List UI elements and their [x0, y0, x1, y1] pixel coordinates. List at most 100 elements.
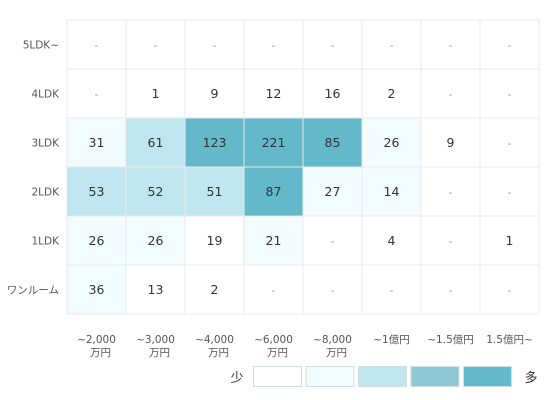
cell-value-label: 221	[262, 135, 286, 150]
heatmap-cell-r0-c3	[244, 20, 303, 69]
cell-value-label: -	[331, 284, 335, 297]
row-label: 5LDK~	[23, 40, 59, 52]
heatmap-cell-r2-c5	[362, 118, 421, 167]
cell-value-label: -	[95, 39, 99, 52]
column-label: ~3,000 万円	[136, 334, 175, 359]
heatmap-cell-r4-c2	[185, 216, 244, 265]
heatmap-cell-r2-c0	[67, 118, 126, 167]
cell-value-label: -	[331, 235, 335, 248]
column-label: ~6,000 万円	[254, 334, 293, 359]
row-label: ワンルーム	[7, 285, 59, 297]
heatmap-cell-r4-c5	[362, 216, 421, 265]
heatmap-cell-r0-c2	[185, 20, 244, 69]
heatmap-cell-r3-c0	[67, 167, 126, 216]
heatmap-cell-r3-c3	[244, 167, 303, 216]
row-labels: 5LDK~ 4LDK 3LDK 2LDK 1LDK ワンルーム	[7, 40, 60, 297]
cell-value-label: 51	[207, 184, 223, 199]
heatmap-cell-r5-c0	[67, 265, 126, 314]
cell-value-label: 61	[148, 135, 164, 150]
row-label: 2LDK	[31, 187, 60, 199]
cell-value-label: -	[154, 39, 158, 52]
cell-value-label: -	[508, 284, 512, 297]
heatmap-cell-r1-c7	[480, 69, 539, 118]
heatmap-cell-r5-c2	[185, 265, 244, 314]
cell-value-label: -	[331, 39, 335, 52]
cell-value-label: 9	[211, 86, 219, 101]
heatmap-cell-r0-c6	[421, 20, 480, 69]
cell-value-label: -	[449, 186, 453, 199]
cell-value-label: 123	[203, 135, 227, 150]
cell-value-label: 12	[266, 86, 282, 101]
legend-swatch	[463, 366, 512, 387]
heatmap-cell-r2-c3	[244, 118, 303, 167]
heatmap-cell-r5-c1	[126, 265, 185, 314]
heatmap-cell-r3-c1	[126, 167, 185, 216]
heatmap-cell-r3-c7	[480, 167, 539, 216]
heatmap-cell-r4-c7	[480, 216, 539, 265]
heatmap-cell-r0-c0	[67, 20, 126, 69]
heatmap-cell-r4-c1	[126, 216, 185, 265]
heatmap-cell-r2-c6	[421, 118, 480, 167]
cell-value-label: 26	[384, 135, 400, 150]
heatmap-cell-r3-c2	[185, 167, 244, 216]
row-label: 3LDK	[31, 138, 60, 150]
cell-value-label: -	[449, 88, 453, 101]
cell-value-label: 16	[325, 86, 341, 101]
heatmap-cell-r5-c5	[362, 265, 421, 314]
heatmap-cell-r1-c1	[126, 69, 185, 118]
cell-value-label: -	[390, 39, 394, 52]
column-label: ~1.5億円	[427, 333, 474, 346]
cell-value-label: -	[213, 39, 217, 52]
heatmap-cell-r0-c4	[303, 20, 362, 69]
heatmap-cell-r5-c6	[421, 265, 480, 314]
heatmap-cell-r4-c3	[244, 216, 303, 265]
heatmap-cell-r5-c3	[244, 265, 303, 314]
heatmap-cell-r4-c4	[303, 216, 362, 265]
cell-value-label: 36	[89, 282, 105, 297]
cell-value-label: 85	[325, 135, 341, 150]
cell-value-label: 1	[152, 86, 160, 101]
heatmap-cell-r5-c7	[480, 265, 539, 314]
cell-value-label: 87	[266, 184, 282, 199]
cell-value-label: -	[449, 235, 453, 248]
heatmap-cell-r2-c2	[185, 118, 244, 167]
cell-value-label: -	[449, 284, 453, 297]
cell-value-label: 14	[384, 184, 400, 199]
legend-low-label: 少	[230, 371, 243, 386]
heatmap-cell-r5-c4	[303, 265, 362, 314]
cell-value-label: 52	[148, 184, 164, 199]
column-label: ~4,000 万円	[195, 334, 234, 359]
row-label: 4LDK	[31, 89, 60, 101]
legend-swatch	[358, 366, 407, 387]
legend-swatch	[305, 366, 355, 387]
cell-value-label: -	[272, 39, 276, 52]
column-label: ~1億円	[373, 333, 409, 346]
heatmap-cell-r3-c4	[303, 167, 362, 216]
cell-value-label: 13	[148, 282, 164, 297]
cell-value-label: 31	[89, 135, 105, 150]
cell-value-label: -	[508, 88, 512, 101]
heatmap-cell-r0-c1	[126, 20, 185, 69]
cell-value-label: 19	[207, 233, 223, 248]
heatmap-cell-r2-c1	[126, 118, 185, 167]
cell-value-label: 27	[325, 184, 341, 199]
cell-value-label: 2	[211, 282, 219, 297]
heatmap-cell-r3-c5	[362, 167, 421, 216]
heatmap-cell-r1-c0	[67, 69, 126, 118]
heatmap-cell-r1-c4	[303, 69, 362, 118]
column-label: ~2,000 万円	[77, 334, 116, 359]
cell-value-label: 21	[266, 233, 282, 248]
heatmap-cell-r1-c6	[421, 69, 480, 118]
cell-value-label: -	[449, 39, 453, 52]
cell-value-label: -	[390, 284, 394, 297]
heatmap-cell-r0-c5	[362, 20, 421, 69]
heatmap-cell-r0-c7	[480, 20, 539, 69]
cell-value-label: 26	[148, 233, 164, 248]
cell-value-label: 53	[89, 184, 105, 199]
cell-value-label: -	[272, 284, 276, 297]
legend: 少多	[230, 366, 538, 387]
legend-swatch	[410, 366, 460, 387]
legend-high-label: 多	[524, 370, 537, 386]
heatmap-cell-r4-c0	[67, 216, 126, 265]
